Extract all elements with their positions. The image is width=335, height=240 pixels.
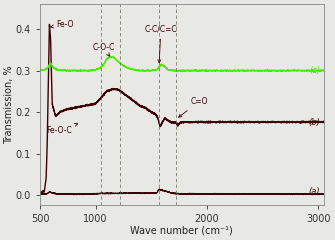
- Text: C-O-C: C-O-C: [92, 43, 115, 56]
- Text: (c): (c): [309, 66, 320, 75]
- Y-axis label: Transmission, %: Transmission, %: [4, 66, 14, 144]
- Text: Fe-O-C: Fe-O-C: [46, 123, 78, 135]
- Text: C=O: C=O: [179, 97, 208, 117]
- X-axis label: Wave number (cm⁻¹): Wave number (cm⁻¹): [130, 226, 233, 236]
- Text: (a): (a): [309, 187, 320, 196]
- Text: (b): (b): [309, 118, 320, 126]
- Text: Fe-O: Fe-O: [51, 20, 74, 30]
- Text: C-C/C=C: C-C/C=C: [144, 24, 177, 63]
